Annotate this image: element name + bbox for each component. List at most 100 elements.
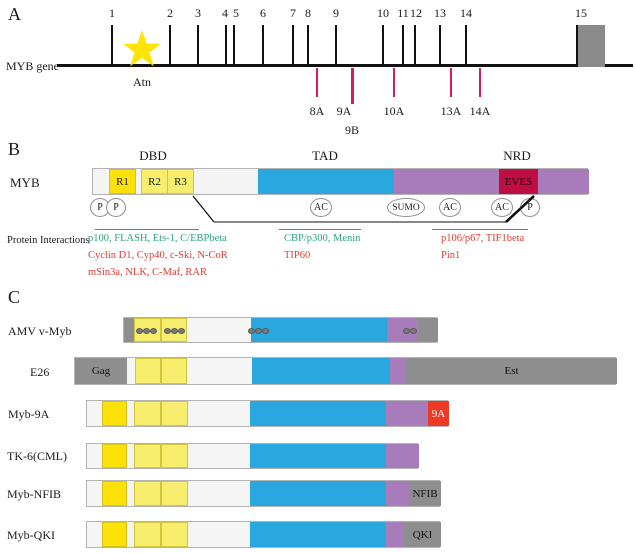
point-mutation-dot xyxy=(410,328,417,334)
r1-repeat xyxy=(102,481,127,506)
nrd-region-label: NRD xyxy=(503,148,531,163)
panel-b-label: B xyxy=(8,139,21,159)
r3-repeat: R3 xyxy=(167,169,194,194)
exon-tick xyxy=(307,25,309,65)
interaction-overline xyxy=(95,229,199,230)
viral-gray-segment xyxy=(418,318,438,342)
tad-domain xyxy=(251,318,387,342)
exon-label: 14 xyxy=(460,6,472,20)
exon-label: 11 xyxy=(397,6,409,20)
interaction-line: TIP60 xyxy=(284,250,311,261)
nrd-domain xyxy=(390,358,406,384)
exon-label: 1 xyxy=(109,6,115,20)
exon-label: 4 xyxy=(222,6,228,20)
interaction-line: p100, FLASH, Ets-1, C/EBPbeta xyxy=(88,233,227,244)
exon-label: 5 xyxy=(233,6,239,20)
panel-c-label: C xyxy=(8,287,21,307)
exon-label: 12 xyxy=(410,6,422,20)
exon-tick xyxy=(335,25,337,65)
point-mutation-dot xyxy=(136,328,143,334)
exon-label: 2 xyxy=(167,6,173,20)
nrd-domain xyxy=(386,481,409,506)
tad-domain xyxy=(252,358,390,384)
gene-line xyxy=(57,64,633,67)
r2-repeat: R2 xyxy=(141,169,168,194)
start-site-label: Atn xyxy=(133,75,151,89)
e26-bar: Gag Est xyxy=(74,357,617,385)
r1-repeat xyxy=(102,401,127,426)
myb-protein-bar: R1 R2 R3 EVES xyxy=(92,168,589,195)
alt-exon-tick-9ab xyxy=(351,68,354,104)
nrd-domain xyxy=(394,169,589,194)
acetyl-badge: AC xyxy=(491,198,513,217)
tad-region-label: TAD xyxy=(312,148,338,163)
point-mutation-dot xyxy=(164,328,171,334)
point-mutation-dot xyxy=(403,328,410,334)
r3-repeat xyxy=(161,481,188,506)
exon-tick xyxy=(225,25,227,65)
r1-repeat xyxy=(102,444,127,468)
nfib-segment: NFIB xyxy=(409,481,441,506)
dbd-region-label: DBD xyxy=(139,148,167,163)
r1-repeat xyxy=(102,522,127,547)
r2-repeat xyxy=(134,444,161,468)
phospho-badge: P xyxy=(106,198,126,217)
exon-tick xyxy=(233,25,235,65)
tad-domain xyxy=(250,522,386,547)
myb-protein-label: MYB xyxy=(10,175,40,190)
acetyl-badge: AC xyxy=(310,198,332,217)
exon-label: 13 xyxy=(434,6,446,20)
r3-repeat xyxy=(161,444,188,468)
exon-tick xyxy=(414,25,416,65)
viral-gray-segment xyxy=(124,318,134,342)
r2-repeat xyxy=(134,522,161,547)
exon-label: 6 xyxy=(260,6,266,20)
point-mutation-dot xyxy=(255,328,262,334)
panel-a-label: A xyxy=(8,4,21,24)
tad-domain xyxy=(258,169,394,194)
start-site-star-icon xyxy=(123,30,161,67)
exon-tick xyxy=(292,25,294,65)
alt-exon-label-9b: 9B xyxy=(344,123,360,137)
gag-segment: Gag xyxy=(75,358,127,384)
gene-name-label: MYB gene xyxy=(6,59,59,73)
exon-9a-segment: 9A xyxy=(428,401,449,426)
variant-row-label: Myb-9A xyxy=(8,407,50,421)
alt-exon-label: 10A xyxy=(383,104,405,118)
nrd-domain xyxy=(386,401,428,426)
exon-15-box xyxy=(576,25,605,67)
alt-exon-label: 13A xyxy=(440,104,462,118)
exon-tick xyxy=(197,25,199,65)
nrd-domain xyxy=(386,522,404,547)
eves-motif: EVES xyxy=(499,169,538,194)
r2-repeat xyxy=(134,481,161,506)
alt-exon-label: 8A xyxy=(309,104,325,118)
exon-tick xyxy=(439,25,441,65)
tad-domain xyxy=(250,401,386,426)
amv-vmyb-bar xyxy=(123,317,438,343)
variant-row-label: TK-6(CML) xyxy=(7,449,67,463)
interaction-line: Pin1 xyxy=(441,250,461,261)
point-mutation-dot xyxy=(150,328,157,334)
exon-tick xyxy=(465,25,467,65)
exon-label: 3 xyxy=(195,6,201,20)
point-mutation-dot xyxy=(248,328,255,334)
alt-exon-tick xyxy=(393,68,395,97)
variant-row-label: E26 xyxy=(30,365,50,379)
qki-segment: QKI xyxy=(404,522,441,547)
interaction-line: p106/p67, TIF1beta xyxy=(441,233,525,244)
point-mutation-dot xyxy=(171,328,178,334)
region-bracket-lines xyxy=(192,195,535,223)
exon-label: 9 xyxy=(333,6,339,20)
exon-tick xyxy=(402,25,404,65)
exon-tick xyxy=(382,25,384,65)
point-mutation-dot xyxy=(262,328,269,334)
sumo-badge: SUMO xyxy=(387,198,425,217)
interaction-overline xyxy=(279,229,361,230)
myb-9a-bar: 9A xyxy=(86,400,449,427)
interaction-line: CBP/p300, Menin xyxy=(284,233,361,244)
exon-tick xyxy=(262,25,264,65)
r2-repeat xyxy=(134,401,161,426)
interaction-line: Cyclin D1, Cyp40, c-Ski, N-CoR xyxy=(88,250,228,261)
